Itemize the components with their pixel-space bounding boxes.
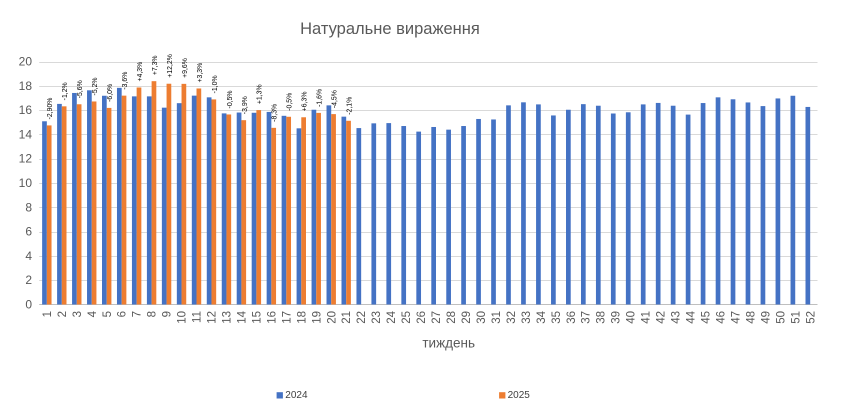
svg-text:45: 45 — [700, 311, 712, 324]
svg-text:-0,5%: -0,5% — [227, 90, 234, 108]
svg-text:39: 39 — [611, 311, 623, 324]
svg-text:15: 15 — [251, 311, 263, 324]
svg-text:16: 16 — [266, 311, 278, 324]
svg-text:2: 2 — [57, 311, 69, 317]
svg-text:4: 4 — [25, 249, 32, 263]
svg-text:2025: 2025 — [508, 390, 531, 401]
svg-text:-1,2%: -1,2% — [62, 82, 69, 100]
svg-text:+3,3%: +3,3% — [197, 63, 204, 83]
svg-text:30: 30 — [476, 311, 488, 324]
svg-text:2: 2 — [25, 273, 32, 287]
svg-text:22: 22 — [356, 311, 368, 324]
svg-text:Натуральне вираження: Натуральне вираження — [300, 20, 480, 38]
svg-text:8: 8 — [25, 200, 32, 214]
svg-text:+12,2%: +12,2% — [167, 54, 174, 78]
svg-text:-2,90%: -2,90% — [47, 98, 54, 120]
svg-text:41: 41 — [641, 311, 653, 324]
svg-text:10: 10 — [19, 176, 33, 190]
svg-text:17: 17 — [281, 311, 293, 324]
svg-text:37: 37 — [581, 311, 593, 324]
svg-text:33: 33 — [521, 311, 533, 324]
svg-text:11: 11 — [192, 311, 204, 323]
svg-text:-5,6%: -5,6% — [77, 80, 84, 98]
svg-text:35: 35 — [551, 311, 563, 324]
svg-text:16: 16 — [19, 103, 33, 117]
svg-text:-2,1%: -2,1% — [347, 97, 354, 115]
svg-text:36: 36 — [566, 311, 578, 324]
svg-text:12: 12 — [207, 311, 219, 324]
svg-text:5: 5 — [102, 311, 114, 317]
svg-text:23: 23 — [371, 311, 383, 324]
svg-text:3: 3 — [72, 311, 84, 317]
svg-text:2024: 2024 — [285, 390, 308, 401]
svg-text:14: 14 — [236, 310, 248, 323]
svg-text:-8,3%: -8,3% — [272, 104, 279, 122]
svg-text:28: 28 — [446, 311, 458, 324]
svg-text:26: 26 — [416, 311, 428, 324]
svg-text:+7,3%: +7,3% — [152, 55, 159, 75]
svg-text:46: 46 — [715, 311, 727, 324]
svg-text:13: 13 — [222, 311, 234, 324]
svg-text:25: 25 — [401, 311, 413, 324]
svg-text:-4,5%: -4,5% — [332, 90, 339, 108]
svg-text:43: 43 — [671, 311, 683, 324]
svg-text:18: 18 — [296, 311, 308, 324]
svg-text:42: 42 — [656, 311, 668, 324]
svg-text:+6,3%: +6,3% — [302, 92, 309, 112]
svg-text:-3,6%: -3,6% — [122, 72, 129, 90]
svg-text:40: 40 — [626, 311, 638, 324]
svg-text:38: 38 — [596, 311, 608, 324]
svg-text:7: 7 — [132, 311, 144, 317]
svg-text:44: 44 — [686, 310, 698, 323]
svg-text:20: 20 — [326, 311, 338, 324]
svg-text:31: 31 — [491, 311, 503, 324]
svg-text:10: 10 — [177, 311, 189, 324]
svg-text:34: 34 — [536, 310, 548, 323]
svg-text:9: 9 — [162, 311, 174, 317]
svg-text:21: 21 — [341, 311, 353, 324]
svg-text:-1,6%: -1,6% — [317, 89, 324, 107]
svg-text:18: 18 — [19, 79, 33, 93]
svg-text:1: 1 — [42, 311, 54, 317]
svg-text:50: 50 — [775, 311, 787, 324]
svg-text:-6,0%: -6,0% — [107, 84, 114, 102]
svg-text:27: 27 — [431, 311, 443, 324]
svg-text:19: 19 — [311, 311, 323, 324]
svg-text:29: 29 — [461, 311, 473, 324]
svg-text:тиждень: тиждень — [422, 336, 475, 351]
svg-text:-1,0%: -1,0% — [212, 75, 219, 93]
svg-text:+1,3%: +1,3% — [257, 84, 264, 104]
svg-text:48: 48 — [745, 311, 757, 324]
svg-text:47: 47 — [730, 311, 742, 324]
svg-text:0: 0 — [25, 298, 32, 312]
svg-text:8: 8 — [147, 311, 159, 317]
svg-text:-3,9%: -3,9% — [242, 96, 249, 114]
svg-text:+9,6%: +9,6% — [182, 58, 189, 78]
svg-text:6: 6 — [25, 225, 32, 239]
svg-text:-5,2%: -5,2% — [92, 77, 99, 95]
svg-text:+4,3%: +4,3% — [137, 62, 144, 82]
svg-text:6: 6 — [117, 311, 129, 317]
svg-text:32: 32 — [506, 311, 518, 324]
svg-text:24: 24 — [386, 310, 398, 323]
svg-text:-0,5%: -0,5% — [287, 93, 294, 111]
svg-text:52: 52 — [805, 311, 817, 324]
svg-text:4: 4 — [87, 310, 99, 317]
svg-text:20: 20 — [19, 55, 33, 69]
svg-text:14: 14 — [19, 127, 33, 141]
svg-text:51: 51 — [790, 311, 802, 324]
svg-text:12: 12 — [19, 152, 33, 166]
svg-text:49: 49 — [760, 311, 772, 324]
